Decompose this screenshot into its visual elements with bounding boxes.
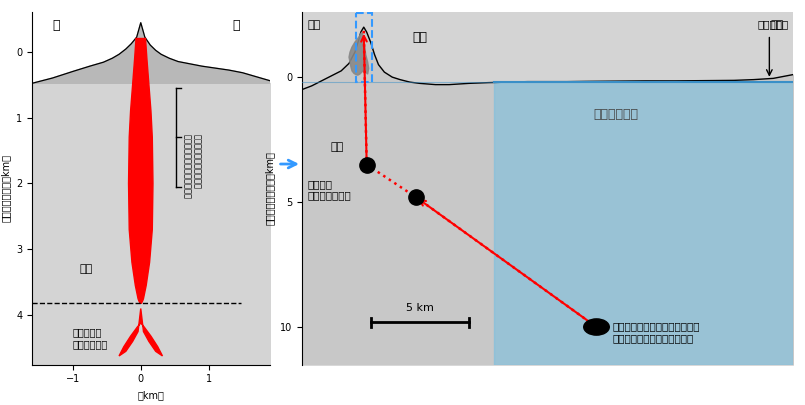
Text: 有史大規模噴火における
噴火直前のマグマの蓄積深度: 有史大規模噴火における 噴火直前のマグマの蓄積深度 (182, 134, 201, 199)
Ellipse shape (584, 319, 609, 335)
Text: カルデラ縁: カルデラ縁 (758, 20, 789, 30)
Polygon shape (32, 23, 270, 83)
Text: 火道: 火道 (80, 264, 93, 274)
Text: 火道: 火道 (331, 142, 344, 152)
Polygon shape (349, 32, 369, 75)
Polygon shape (129, 38, 153, 303)
Bar (356, 13, 372, 82)
Text: 東: 東 (232, 19, 240, 32)
Text: 副次的な
マグマ溜まり群: 副次的な マグマ溜まり群 (308, 179, 352, 200)
Text: 始良カルデラ: 始良カルデラ (593, 108, 638, 121)
Y-axis label: 火口からの深さ（km）: 火口からの深さ（km） (1, 154, 10, 222)
Text: 南西: 南西 (307, 20, 320, 30)
Text: 主要なマグマ溜まり（従来考え
られていたマグマ蓄積場所）: 主要なマグマ溜まり（従来考え られていたマグマ蓄積場所） (613, 321, 700, 343)
Text: 桐島直下の
マグマ溜まり: 桐島直下の マグマ溜まり (73, 327, 108, 349)
Text: 北東: 北東 (770, 20, 784, 30)
X-axis label: （km）: （km） (138, 390, 164, 400)
Y-axis label: 海水面からの深さ（km）: 海水面からの深さ（km） (264, 151, 275, 225)
Text: 5 km: 5 km (406, 303, 434, 313)
Polygon shape (119, 309, 163, 356)
Polygon shape (494, 82, 793, 364)
Text: 桐島: 桐島 (412, 31, 427, 44)
Text: 西: 西 (52, 19, 60, 32)
